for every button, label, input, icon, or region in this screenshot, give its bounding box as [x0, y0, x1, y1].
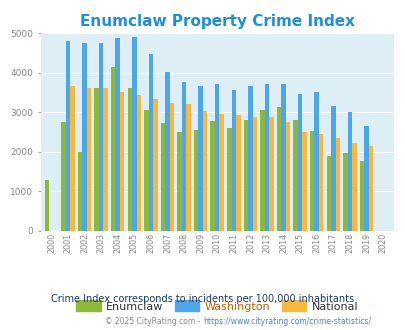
Text: © 2025 CityRating.com -: © 2025 CityRating.com -: [105, 317, 202, 326]
Bar: [115, 38, 119, 231]
Bar: [194, 130, 198, 231]
Bar: [359, 161, 363, 231]
Bar: [61, 122, 66, 231]
Bar: [119, 92, 124, 231]
Bar: [169, 103, 174, 231]
Bar: [94, 88, 99, 231]
Bar: [264, 84, 269, 231]
Bar: [165, 72, 169, 231]
Bar: [210, 121, 214, 231]
Bar: [335, 138, 339, 231]
Bar: [153, 99, 157, 231]
Bar: [231, 90, 235, 231]
Bar: [219, 114, 224, 231]
Bar: [144, 110, 148, 231]
Bar: [252, 116, 256, 231]
Bar: [330, 106, 335, 231]
Bar: [87, 88, 91, 231]
Bar: [342, 153, 347, 231]
Bar: [276, 108, 281, 231]
Bar: [297, 94, 302, 231]
Bar: [132, 37, 136, 231]
Bar: [103, 88, 108, 231]
Bar: [326, 156, 330, 231]
Bar: [318, 134, 323, 231]
Bar: [177, 132, 181, 231]
Bar: [99, 43, 103, 231]
Legend: Enumclaw, Washington, National: Enumclaw, Washington, National: [72, 296, 362, 316]
Bar: [127, 88, 132, 231]
Bar: [82, 43, 87, 231]
Bar: [347, 112, 351, 231]
Bar: [136, 95, 141, 231]
Bar: [66, 41, 70, 231]
Bar: [314, 92, 318, 231]
Bar: [45, 180, 49, 231]
Bar: [243, 120, 247, 231]
Bar: [302, 132, 306, 231]
Bar: [198, 86, 202, 231]
Bar: [78, 152, 82, 231]
Bar: [260, 110, 264, 231]
Bar: [351, 143, 356, 231]
Text: https://www.cityrating.com/crime-statistics/: https://www.cityrating.com/crime-statist…: [202, 317, 370, 326]
Bar: [214, 84, 219, 231]
Bar: [368, 146, 372, 231]
Text: Crime Index corresponds to incidents per 100,000 inhabitants: Crime Index corresponds to incidents per…: [51, 294, 354, 304]
Bar: [269, 116, 273, 231]
Bar: [148, 53, 153, 231]
Bar: [285, 122, 290, 231]
Bar: [70, 86, 75, 231]
Title: Enumclaw Property Crime Index: Enumclaw Property Crime Index: [79, 14, 354, 29]
Bar: [293, 120, 297, 231]
Bar: [309, 131, 314, 231]
Bar: [363, 126, 368, 231]
Bar: [247, 86, 252, 231]
Bar: [181, 82, 186, 231]
Bar: [281, 84, 285, 231]
Bar: [235, 115, 240, 231]
Bar: [202, 111, 207, 231]
Bar: [111, 67, 115, 231]
Bar: [226, 128, 231, 231]
Bar: [186, 104, 190, 231]
Bar: [160, 123, 165, 231]
